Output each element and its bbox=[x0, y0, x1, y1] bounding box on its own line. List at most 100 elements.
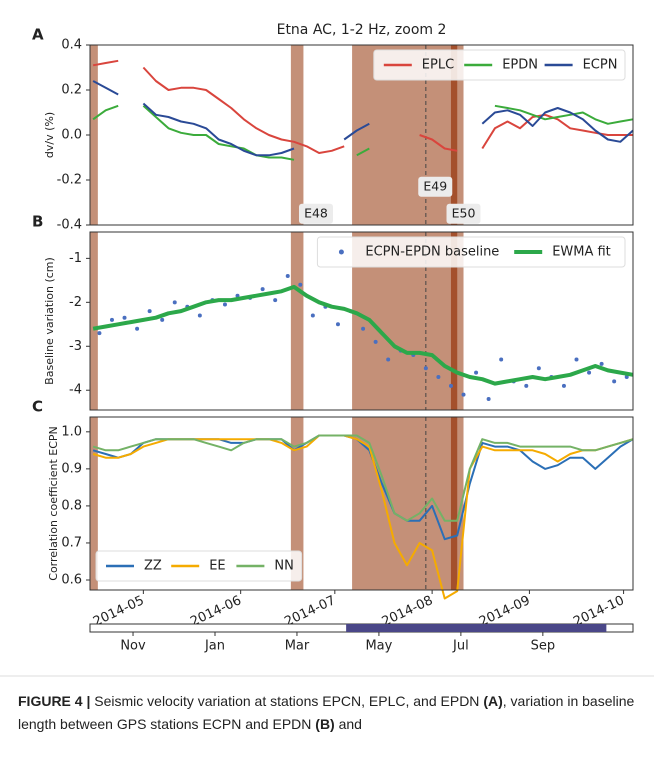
y-tick-label: 0.8 bbox=[61, 498, 82, 513]
eruption-span bbox=[290, 45, 304, 225]
y-tick-label: 0.0 bbox=[61, 128, 82, 143]
caption-text: (B) bbox=[315, 716, 335, 732]
legend-box bbox=[316, 236, 626, 268]
annotation: E48 bbox=[304, 205, 328, 220]
chart-title: Etna AC, 1-2 Hz, zoom 2 bbox=[277, 22, 447, 38]
data-point bbox=[486, 397, 491, 402]
timeline-label: Jul bbox=[452, 639, 469, 654]
data-point bbox=[222, 302, 227, 307]
eruption-span bbox=[90, 232, 98, 410]
legend-label: ZZ bbox=[144, 559, 162, 574]
data-point bbox=[373, 339, 378, 344]
data-point bbox=[273, 298, 278, 303]
timeline-label: Nov bbox=[120, 639, 146, 654]
legend-label: ECPN-EPDN baseline bbox=[365, 245, 499, 260]
data-point bbox=[160, 317, 165, 322]
y-tick-label: -1 bbox=[69, 251, 82, 266]
y-tick-label: 0.2 bbox=[61, 83, 82, 98]
y-axis-label: Correlation coefficient ECPN bbox=[47, 426, 60, 580]
data-point bbox=[285, 273, 290, 278]
legend-label: EWMA fit bbox=[552, 245, 611, 260]
data-point bbox=[536, 366, 541, 371]
caption-text: FIGURE 4 | bbox=[18, 693, 91, 709]
series-line bbox=[92, 80, 634, 157]
data-point bbox=[461, 392, 466, 397]
data-point bbox=[147, 309, 152, 314]
data-point bbox=[436, 375, 441, 380]
caption: FIGURE 4 | Seismic velocity variation at… bbox=[18, 690, 638, 736]
y-tick-label: 1.0 bbox=[61, 424, 82, 439]
y-tick-label: 0.4 bbox=[61, 38, 82, 53]
data-point bbox=[448, 383, 453, 388]
annotation-box bbox=[446, 203, 481, 224]
data-point bbox=[197, 313, 202, 318]
panel-label: B bbox=[32, 213, 43, 231]
y-tick-label: 0.9 bbox=[61, 461, 82, 476]
legend-marker bbox=[338, 249, 344, 255]
panel-label: C bbox=[32, 398, 43, 416]
data-point bbox=[135, 326, 140, 331]
figure: 0.4 0.2 0.0 -0.2 -0.4 dv/v (%) A Etna AC, 1-2 H… bbox=[0, 22, 654, 677]
timeline-label: May bbox=[365, 639, 392, 654]
data-point bbox=[587, 370, 592, 375]
data-point bbox=[474, 370, 479, 375]
y-axis-label: Baseline variation (cm) bbox=[43, 257, 56, 385]
plot-frame bbox=[89, 231, 634, 411]
caption-text: , variation in baseline length between G… bbox=[18, 693, 635, 732]
data-point bbox=[235, 293, 240, 298]
data-point bbox=[310, 313, 315, 318]
data-point bbox=[109, 317, 114, 322]
eruption-bar bbox=[450, 232, 458, 410]
y-tick-label: -0.4 bbox=[57, 218, 82, 233]
eruption-span bbox=[90, 45, 98, 225]
caption-text: (A) bbox=[483, 693, 503, 709]
data-point bbox=[561, 383, 566, 388]
y-tick-label: -2 bbox=[69, 295, 82, 310]
y-axis-label: dv/v (%) bbox=[43, 112, 56, 158]
eruption-span bbox=[290, 417, 304, 590]
timeline-label: Sep bbox=[531, 639, 556, 654]
data-point bbox=[574, 357, 579, 362]
data-point bbox=[298, 282, 303, 287]
series-line bbox=[92, 434, 634, 522]
data-point bbox=[97, 331, 102, 336]
legend-label: EPLC bbox=[422, 58, 454, 73]
y-tick-label: -3 bbox=[69, 339, 82, 354]
legend-label: NN bbox=[274, 559, 293, 574]
data-point bbox=[624, 375, 629, 380]
legend-box bbox=[373, 49, 626, 81]
y-tick-label: 0.6 bbox=[61, 572, 82, 587]
data-point bbox=[122, 315, 127, 320]
data-point bbox=[260, 287, 265, 292]
caption-text: Seismic velocity variation at stations E… bbox=[90, 693, 484, 709]
eruption-bar bbox=[450, 417, 458, 590]
data-point bbox=[499, 357, 504, 362]
eruption-span bbox=[90, 417, 98, 590]
plot-frame bbox=[89, 44, 634, 226]
data-point bbox=[612, 379, 617, 384]
annotation-box bbox=[418, 176, 453, 197]
data-point bbox=[524, 383, 529, 388]
series-line bbox=[92, 284, 634, 386]
annotation: E49 bbox=[423, 178, 447, 193]
data-point bbox=[599, 361, 604, 366]
series-line bbox=[92, 104, 634, 161]
eruption-bar bbox=[450, 45, 458, 225]
timeline-label: Jan bbox=[204, 639, 225, 654]
legend-label: ECPN bbox=[583, 58, 618, 73]
legend-label: EPDN bbox=[502, 58, 538, 73]
panel-label: A bbox=[32, 26, 44, 44]
annotation: E50 bbox=[452, 205, 476, 220]
series-line bbox=[92, 59, 633, 154]
data-point bbox=[172, 300, 177, 305]
y-tick-label: -0.2 bbox=[57, 173, 82, 188]
y-tick-label: 0.7 bbox=[61, 535, 82, 550]
data-point bbox=[335, 322, 340, 327]
data-point bbox=[423, 366, 428, 371]
caption-text: and bbox=[334, 716, 362, 732]
annotation-box bbox=[298, 203, 333, 224]
data-point bbox=[361, 326, 366, 331]
plot-frame bbox=[89, 416, 634, 591]
timeline-label: Mar bbox=[285, 639, 310, 654]
